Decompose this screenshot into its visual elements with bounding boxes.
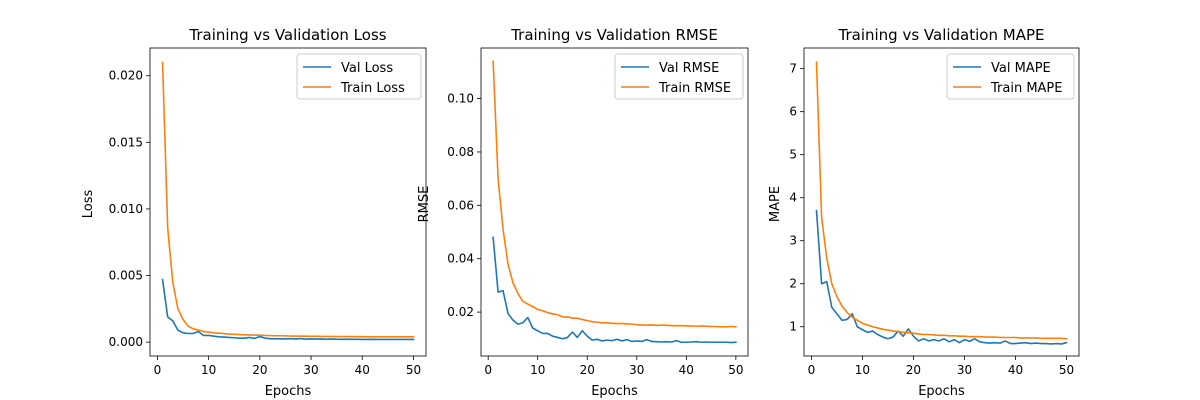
y-axis-label: MAPE <box>768 186 783 222</box>
x-tick-label: 40 <box>1008 363 1023 377</box>
y-tick-label: 3 <box>789 234 797 248</box>
chart-panel-2: Training vs Validation RMSE 0 10 20 30 40 50 0.… <box>417 26 749 399</box>
plot-lines <box>815 61 1068 345</box>
x-tick-label: 20 <box>906 363 921 377</box>
x-axis-label: Epochs <box>591 384 638 399</box>
y-tick-label: 0.08 <box>447 145 474 159</box>
y-tick-label: 0.015 <box>109 135 143 149</box>
y-tick-label: 0.010 <box>109 202 143 216</box>
chart-panel-1: Training vs Validation Loss 0 10 20 30 40 50 0.… <box>81 26 427 399</box>
y-tick-label: 0.06 <box>447 198 474 212</box>
chart-title: Training vs Validation Loss <box>188 26 386 44</box>
legend: Val RMSE Train RMSE <box>614 53 744 100</box>
x-tick-label: 30 <box>303 363 318 377</box>
y-tick-label: 0.000 <box>109 335 143 349</box>
legend-label: Train RMSE <box>658 81 731 96</box>
series-line-val-loss <box>161 278 415 341</box>
y-tick-label: 0.04 <box>447 252 474 266</box>
series-line-val-rmse <box>492 236 737 344</box>
x-tick-label: 50 <box>728 363 743 377</box>
legend: Val MAPE Train MAPE <box>946 53 1075 100</box>
legend-label: Val MAPE <box>991 61 1051 76</box>
legend-label: Train Loss <box>340 81 405 96</box>
x-tick-label: 50 <box>406 363 421 377</box>
series-line-train-rmse <box>492 60 737 328</box>
x-tick-label: 50 <box>1059 363 1074 377</box>
y-tick-label: 0.10 <box>447 92 474 106</box>
x-tick-label: 10 <box>530 363 545 377</box>
x-tick-label: 0 <box>154 363 162 377</box>
x-axis-label: Epochs <box>918 384 965 399</box>
y-tick-label: 6 <box>789 105 797 119</box>
y-tick-label: 0.005 <box>109 269 143 283</box>
series-line-train-mape <box>815 61 1068 340</box>
x-tick-label: 10 <box>855 363 870 377</box>
y-tick-label: 0.020 <box>109 69 143 83</box>
y-axis-label: RMSE <box>417 186 432 223</box>
legend: Val Loss Train Loss <box>296 53 422 100</box>
legend-label: Val Loss <box>341 61 393 76</box>
x-tick-label: 40 <box>679 363 694 377</box>
chart-title: Training vs Validation RMSE <box>510 26 718 44</box>
series-line-val-mape <box>815 209 1068 345</box>
y-tick-label: 5 <box>789 148 797 162</box>
x-tick-label: 0 <box>808 363 816 377</box>
legend-label: Train MAPE <box>990 81 1063 96</box>
x-tick-label: 30 <box>629 363 644 377</box>
y-tick-label: 0.02 <box>447 305 474 319</box>
x-tick-label: 20 <box>580 363 595 377</box>
axes-frame <box>480 47 749 357</box>
legend-label: Val RMSE <box>659 61 719 76</box>
chart-title: Training vs Validation MAPE <box>838 26 1045 44</box>
x-tick-label: 10 <box>201 363 216 377</box>
y-tick-label: 1 <box>789 320 797 334</box>
x-tick-label: 0 <box>484 363 492 377</box>
y-axis-label: Loss <box>81 190 96 219</box>
x-tick-label: 40 <box>355 363 370 377</box>
axes-frame <box>803 47 1080 357</box>
axes-frame <box>149 47 427 357</box>
y-tick-label: 2 <box>789 277 797 291</box>
x-tick-label: 20 <box>252 363 267 377</box>
series-line-train-loss <box>161 61 415 338</box>
plot-lines <box>492 60 737 344</box>
x-tick-label: 30 <box>957 363 972 377</box>
y-tick-label: 4 <box>789 191 797 205</box>
x-axis-label: Epochs <box>265 384 312 399</box>
y-tick-label: 7 <box>789 62 797 76</box>
chart-panel-3: Training vs Validation MAPE 0 10 20 30 40 50 1 2… <box>768 26 1080 399</box>
plot-lines <box>161 61 415 341</box>
